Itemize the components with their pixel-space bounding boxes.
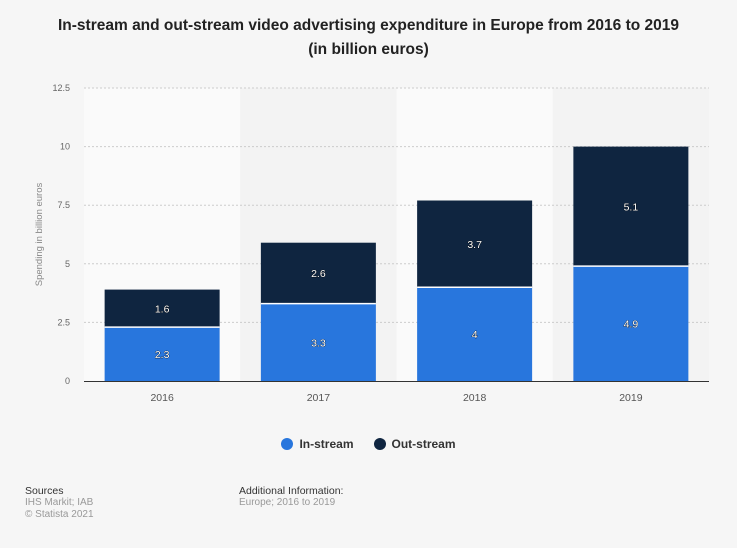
- additional-info-text: Europe; 2016 to 2019: [239, 497, 336, 508]
- bar-in-stream: [260, 303, 376, 381]
- legend-item-in-stream[interactable]: In-stream: [281, 437, 354, 451]
- y-tick-label: 12.5: [52, 83, 70, 93]
- x-tick-label: 2016: [150, 392, 174, 404]
- out-stream-swatch-icon: [373, 438, 386, 450]
- bar-out-stream: [104, 289, 220, 328]
- title-line-2: (in billion euros): [308, 41, 429, 58]
- y-axis-label: Spending in billion euros: [34, 182, 45, 286]
- data-label: 1.6: [155, 303, 170, 315]
- title-line-1: In-stream and out-stream video advertisi…: [57, 17, 680, 34]
- y-tick-label: 2.5: [57, 317, 70, 327]
- x-tick-label: 2017: [307, 392, 331, 404]
- legend: In-stream Out-stream: [0, 437, 737, 451]
- bar-in-stream: [417, 287, 533, 381]
- copyright: © Statista 2021: [25, 509, 94, 520]
- legend-item-out-stream[interactable]: Out-stream: [373, 437, 456, 451]
- y-tick-label: 7.5: [57, 200, 70, 210]
- bar-in-stream: [104, 327, 220, 381]
- data-label: 3.3: [311, 337, 326, 349]
- sources-label: Sources: [25, 485, 64, 497]
- data-label: 3.7: [467, 239, 482, 251]
- chart-title: In-stream and out-stream video advertisi…: [0, 14, 737, 62]
- in-stream-swatch-icon: [281, 438, 294, 450]
- legend-label: Out-stream: [391, 437, 456, 451]
- bar-out-stream: [260, 242, 376, 304]
- bar-out-stream: [417, 200, 533, 288]
- data-label: 5.1: [624, 201, 639, 213]
- additional-info-label: Additional Information:: [239, 485, 344, 497]
- sources-block: Sources IHS Markit; IAB © Statista 2021: [25, 485, 94, 521]
- data-label: 4: [472, 329, 478, 341]
- data-label: 2.6: [311, 268, 326, 280]
- bar-out-stream: [573, 146, 689, 267]
- x-tick-label: 2019: [619, 392, 643, 404]
- x-tick-label: 2018: [463, 392, 487, 404]
- data-label: 2.3: [155, 349, 170, 361]
- bar-in-stream: [573, 266, 689, 381]
- y-tick-label: 10: [60, 142, 70, 152]
- data-label: 4.9: [624, 319, 639, 331]
- additional-info-block: Additional Information: Europe; 2016 to …: [239, 485, 343, 509]
- sources-text: IHS Markit; IAB: [25, 497, 94, 508]
- legend-label: In-stream: [299, 437, 354, 451]
- y-tick-label: 5: [65, 259, 70, 269]
- y-tick-label: 0: [65, 376, 70, 386]
